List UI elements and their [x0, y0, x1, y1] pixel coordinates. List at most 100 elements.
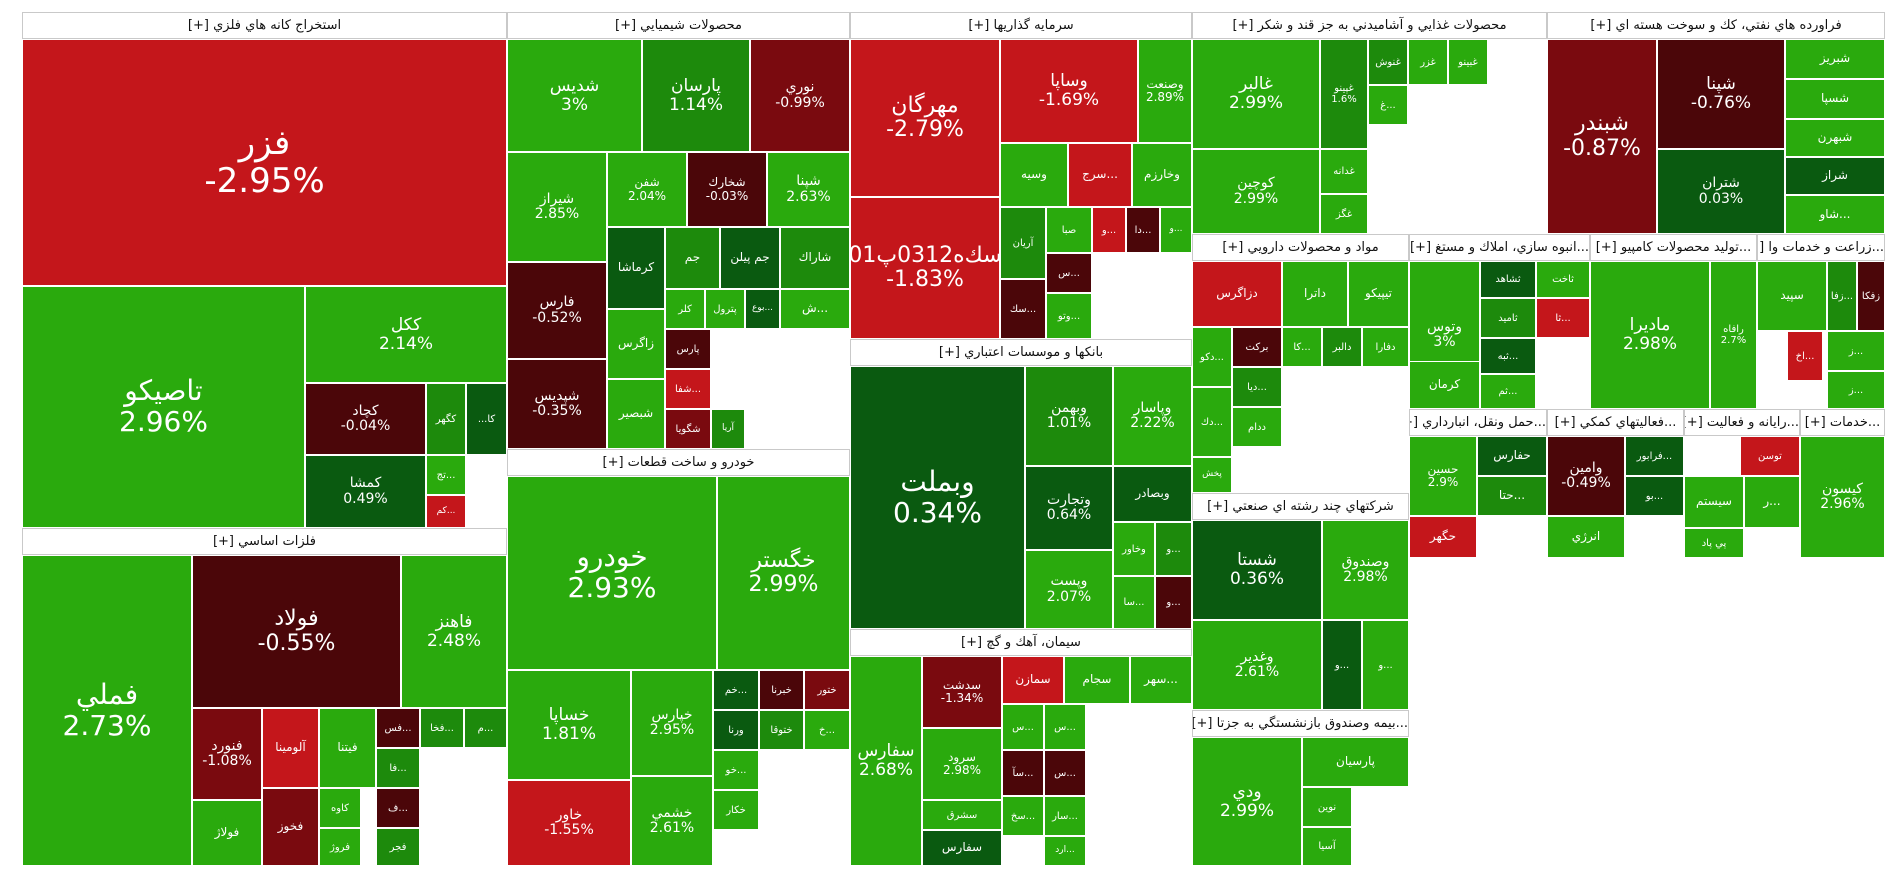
tile-kermasha[interactable]: كرماشا	[607, 227, 665, 309]
tile-fkhoz[interactable]: فخوز	[262, 788, 319, 866]
tile-arya[interactable]: آريا	[711, 409, 745, 449]
tile-fameli[interactable]: فملي 2.73%	[22, 555, 192, 866]
sector-header[interactable]: ...رايانه و فعاليت [+]	[1684, 409, 1800, 436]
sector-header[interactable]: استخراج كانه هاي فلزي [+]	[22, 12, 507, 39]
tile-hagohar[interactable]: حگهر	[1409, 516, 1477, 558]
tile-parsian[interactable]: پارسيان	[1302, 737, 1409, 787]
tile-saba[interactable]: صبا	[1046, 207, 1092, 253]
tile-faraboor[interactable]: ...فرابور	[1625, 436, 1684, 476]
tile-shiraz[interactable]: شيراز 2.85%	[507, 152, 607, 262]
tile-khtoor[interactable]: ختور	[804, 670, 850, 710]
tile-shfan[interactable]: شفن 2.04%	[607, 152, 687, 227]
tile-noori[interactable]: نوري -0.99%	[750, 39, 850, 152]
tile-rafah[interactable]: رافاه 2.7%	[1710, 261, 1757, 409]
tile-vo2[interactable]: ...و	[1160, 207, 1192, 253]
tile-dzagros[interactable]: دزاگرس	[1192, 261, 1282, 327]
tile-thbe[interactable]: ...ثبه	[1480, 338, 1536, 374]
tile-dka[interactable]: ...كا	[1282, 327, 1322, 367]
sector-header[interactable]: شركتهاي چند رشته اي صنعتي [+]	[1192, 493, 1409, 520]
tile-vpost[interactable]: وپست 2.07%	[1025, 550, 1113, 629]
tile-vkhaavar[interactable]: وخاور	[1113, 522, 1155, 576]
tile-vo6[interactable]: ...و	[1362, 620, 1409, 710]
tile-vkharzm[interactable]: وخارزم	[1132, 143, 1192, 207]
tile-shgooya[interactable]: شگويا	[665, 409, 711, 449]
tile-hasin[interactable]: حسين 2.9%	[1409, 436, 1477, 516]
tile-kerman[interactable]: كرمان	[1409, 361, 1480, 409]
sector-header[interactable]: فراورده هاي نفتي، كك و سوخت هسته اي [+]	[1547, 12, 1885, 39]
tile-shadis[interactable]: شديس 3%	[507, 39, 642, 152]
tile-vtejarat[interactable]: وتجارت 0.64%	[1025, 466, 1113, 550]
tile-sdshit[interactable]: سدشت -1.34%	[922, 656, 1002, 728]
tile-zz2[interactable]: ...ز	[1827, 371, 1885, 409]
tile-vsie[interactable]: وسيه	[1000, 143, 1068, 207]
tile-khtooqa[interactable]: ختوقا	[759, 710, 804, 750]
tile-khshmi[interactable]: خشمي 2.61%	[631, 776, 713, 866]
tile-ghalbar[interactable]: غالبر 2.99%	[1192, 39, 1320, 149]
tile-sahr[interactable]: ...سهر	[1130, 656, 1192, 704]
tile-sa2[interactable]: ...سآ	[1002, 750, 1044, 796]
sector-header[interactable]: محصولات غذايي و آشاميدني به جز قند و شكر…	[1192, 12, 1547, 39]
tile-ss[interactable]: ...س	[1046, 253, 1092, 293]
tile-boo[interactable]: ...بو	[1625, 476, 1684, 516]
tile-sar[interactable]: ...سار	[1044, 796, 1086, 836]
sector-header[interactable]: مواد و محصولات دارويي [+]	[1192, 234, 1409, 261]
tile-foolad[interactable]: فولاد -0.55%	[192, 555, 401, 708]
tile-khgostar[interactable]: خگستر 2.99%	[717, 476, 850, 670]
tile-khkar[interactable]: خكار	[713, 790, 759, 830]
tile-barkat[interactable]: بركت	[1232, 327, 1282, 367]
tile-shpna[interactable]: شپنا 2.63%	[767, 152, 850, 227]
tile-shsta[interactable]: شستا 0.36%	[1192, 520, 1322, 620]
tile-ghpino[interactable]: غپينو 1.6%	[1320, 39, 1368, 149]
tile-vbsadr[interactable]: وبصادر	[1113, 466, 1192, 522]
sector-header[interactable]: ...خدمات [+]	[1800, 409, 1885, 436]
tile-vamin[interactable]: وامين -0.49%	[1547, 436, 1625, 516]
sector-header[interactable]: فلزات اساسي [+]	[22, 528, 507, 555]
tile-rr[interactable]: ...ر	[1744, 476, 1800, 528]
tile-pakhsh[interactable]: پخش	[1192, 457, 1232, 493]
tile-ka[interactable]: كا...	[466, 383, 507, 455]
tile-sharak[interactable]: شاراك	[780, 227, 850, 289]
tile-sk[interactable]: ...سك	[1000, 279, 1046, 339]
tile-vsapa[interactable]: وساپا -1.69%	[1000, 39, 1138, 143]
tile-booa[interactable]: ...بوع	[745, 289, 780, 329]
tile-vto[interactable]: ...وتو	[1046, 293, 1092, 339]
tile-zafa[interactable]: ...زفا	[1827, 261, 1857, 331]
tile-parsan[interactable]: پارسان 1.14%	[642, 39, 750, 152]
tile-shsipa[interactable]: شسپا	[1785, 79, 1885, 119]
tile-shbriz[interactable]: شبريز	[1785, 39, 1885, 79]
tile-sh1[interactable]: ...ش	[780, 289, 850, 329]
tile-anrji[interactable]: انرژي	[1547, 516, 1625, 558]
tile-ghgosh[interactable]: غنوش	[1368, 39, 1408, 85]
tile-thamid[interactable]: ثاميد	[1480, 298, 1536, 338]
tile-shraz[interactable]: شراز	[1785, 157, 1885, 195]
tile-da[interactable]: ...دا	[1126, 207, 1160, 253]
tile-sfars[interactable]: سفارس 2.68%	[850, 656, 922, 866]
sector-header[interactable]: ...بيمه وصندوق بازنشستگي به جزتا [+]	[1192, 710, 1409, 737]
tile-aluminа[interactable]: آلومينا	[262, 708, 319, 788]
tile-ghkoorosh[interactable]: كوچين 2.99%	[1192, 149, 1320, 234]
sector-header[interactable]: ...زراعت و خدمات وا [+]	[1757, 234, 1885, 261]
tile-madira[interactable]: ماديرا 2.98%	[1590, 261, 1710, 409]
tile-fa1[interactable]: ...فا	[376, 748, 420, 788]
tile-ard[interactable]: ...ارد	[1044, 836, 1086, 866]
tile-shbhran[interactable]: شبهرن	[1785, 119, 1885, 157]
tile-khodro[interactable]: خودرو 2.93%	[507, 476, 717, 670]
tile-vpasargad[interactable]: وپاسار 2.22%	[1113, 366, 1192, 466]
tile-sjam[interactable]: سجام	[1064, 656, 1130, 704]
tile-shavan[interactable]: ...شاو	[1785, 195, 1885, 234]
tile-hafars[interactable]: حفارس	[1477, 436, 1547, 476]
tile-skh[interactable]: سك‌ه0312پ01 -1.83%	[850, 197, 1000, 339]
tile-jampilen[interactable]: جم پيلن	[720, 227, 780, 289]
tile-frooz[interactable]: فروژ	[319, 828, 361, 866]
tile-thakht[interactable]: ثاخت	[1536, 261, 1590, 298]
sector-header[interactable]: ...توليد محصولات كامپيو [+]	[1590, 234, 1757, 261]
tile-khgo[interactable]: ...خو	[713, 750, 759, 790]
tile-ghz1[interactable]: ...غ	[1368, 85, 1408, 125]
tile-smazon[interactable]: سمازن	[1002, 656, 1064, 704]
tile-fars[interactable]: فارس -0.52%	[507, 262, 607, 359]
tile-kgohar[interactable]: كگهر	[426, 383, 466, 455]
tile-dtara[interactable]: داترا	[1282, 261, 1348, 327]
tile-vo[interactable]: ...و	[1092, 207, 1126, 253]
tile-ss3[interactable]: ...س	[1044, 750, 1086, 796]
tile-fasa[interactable]: ...فس	[376, 708, 420, 748]
